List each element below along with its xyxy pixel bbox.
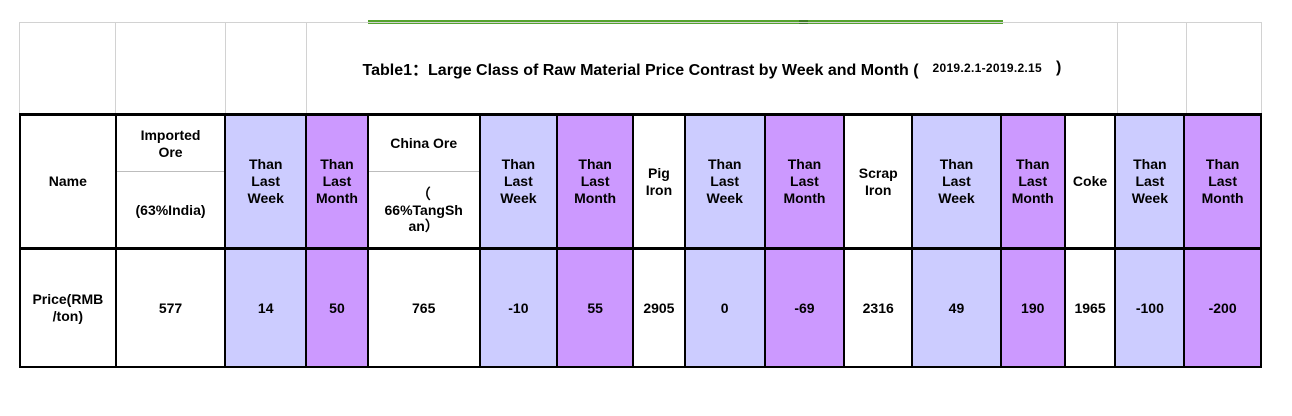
than-last-month-label: Than Last Month: [783, 156, 826, 206]
raw-material-price-table: Table1：Large Class of Raw Material Price…: [19, 22, 1262, 368]
price-row: Price(RMB /ton) 577 14 50 765 -10 55 290…: [19, 250, 1262, 368]
header-imported-ore-label: Imported Ore: [116, 116, 225, 172]
cell-scrap-iron-month-change[interactable]: 190: [1001, 250, 1066, 366]
empty-grid-cell[interactable]: [1187, 23, 1262, 113]
header-scrap-iron-than-last-month[interactable]: Than Last Month: [1001, 116, 1066, 247]
coke-label: Coke: [1072, 173, 1108, 189]
than-last-week-label: Than Last Week: [1131, 156, 1169, 206]
header-coke-than-last-week[interactable]: Than Last Week: [1116, 116, 1186, 247]
title-row: Table1：Large Class of Raw Material Price…: [19, 22, 1262, 113]
value-text: 190: [1021, 299, 1045, 316]
row-label-cell[interactable]: Price(RMB /ton): [21, 250, 117, 366]
value-text: 2316: [862, 299, 894, 316]
cell-scrap-iron-week-change[interactable]: 49: [913, 250, 1002, 366]
table-title-date-range: 2019.2.1-2019.2.15: [932, 61, 1043, 75]
than-last-week-label: Than Last Week: [706, 156, 743, 206]
than-last-month-label: Than Last Month: [1011, 156, 1054, 206]
value-text: 50: [329, 299, 345, 316]
value-text: 0: [720, 299, 729, 316]
header-name[interactable]: Name: [21, 116, 117, 247]
value-text: 14: [257, 299, 274, 316]
table-title: Table1：Large Class of Raw Material Price…: [362, 62, 919, 79]
empty-grid-cell[interactable]: [116, 23, 226, 113]
cell-china-ore-price[interactable]: 765: [368, 250, 481, 366]
header-china-ore-than-last-month[interactable]: Than Last Month: [558, 116, 634, 247]
value-text: 577: [158, 299, 183, 316]
header-china-ore-than-last-week[interactable]: Than Last Week: [480, 116, 559, 247]
than-last-month-label: Than Last Month: [1201, 156, 1244, 206]
header-name-label: Name: [48, 173, 87, 189]
cell-scrap-iron-price[interactable]: 2316: [845, 250, 914, 366]
header-pig-iron-than-last-week[interactable]: Than Last Week: [685, 116, 766, 247]
cell-coke-week-change[interactable]: -100: [1116, 250, 1186, 366]
value-text: 49: [948, 299, 965, 316]
header-scrap-iron-than-last-week[interactable]: Than Last Week: [913, 116, 1002, 247]
header-row: Name Imported Ore (63%India) Than Last W…: [19, 113, 1262, 250]
header-china-ore-label: China Ore: [368, 116, 479, 172]
header-imported-ore-than-last-week[interactable]: Than Last Week: [226, 116, 308, 247]
header-coke-than-last-month[interactable]: Than Last Month: [1185, 116, 1260, 247]
value-text: 765: [412, 299, 436, 316]
cell-imported-ore-price[interactable]: 577: [116, 250, 227, 366]
cell-pig-iron-week-change[interactable]: 0: [685, 250, 766, 366]
than-last-week-label: Than Last Week: [938, 156, 975, 206]
empty-grid-cell[interactable]: [1118, 23, 1188, 113]
row-label: Price(RMB /ton): [32, 291, 104, 324]
cell-imported-ore-week-change[interactable]: 14: [226, 250, 308, 366]
than-last-week-label: Than Last Week: [500, 156, 537, 206]
header-china-ore-sublabel: （ 66%TangSh an）: [384, 185, 463, 234]
cell-coke-price[interactable]: 1965: [1065, 250, 1117, 366]
header-imported-ore-than-last-month[interactable]: Than Last Month: [307, 116, 369, 247]
scrap-iron-label: Scrap Iron: [858, 164, 898, 198]
value-text: -100: [1135, 299, 1164, 316]
value-text: 55: [587, 299, 603, 316]
than-last-month-label: Than Last Month: [315, 156, 358, 206]
header-china-ore[interactable]: China Ore （ 66%TangSh an）: [368, 116, 481, 247]
header-coke[interactable]: Coke: [1065, 116, 1117, 247]
header-imported-ore-sublabel: (63%India): [135, 201, 206, 218]
value-text: -10: [508, 299, 529, 316]
header-pig-iron[interactable]: Pig Iron: [634, 116, 686, 247]
than-last-week-label: Than Last Week: [247, 156, 284, 206]
cell-china-ore-month-change[interactable]: 55: [558, 250, 634, 366]
cell-imported-ore-month-change[interactable]: 50: [307, 250, 369, 366]
table-title-close-paren: ): [1056, 59, 1062, 76]
cell-coke-month-change[interactable]: -200: [1185, 250, 1260, 366]
cell-china-ore-week-change[interactable]: -10: [480, 250, 559, 366]
empty-grid-cell[interactable]: [226, 23, 307, 113]
than-last-month-label: Than Last Month: [574, 156, 617, 206]
cell-pig-iron-month-change[interactable]: -69: [765, 250, 846, 366]
value-text: 1965: [1074, 299, 1106, 316]
empty-grid-cell[interactable]: [20, 23, 116, 113]
value-text: -69: [794, 299, 815, 316]
table-title-cell[interactable]: Table1：Large Class of Raw Material Price…: [307, 23, 1119, 113]
header-pig-iron-than-last-month[interactable]: Than Last Month: [765, 116, 846, 247]
value-text: 2905: [643, 299, 675, 316]
value-text: -200: [1208, 299, 1237, 316]
header-imported-ore[interactable]: Imported Ore (63%India): [116, 116, 227, 247]
pig-iron-label: Pig Iron: [645, 164, 673, 198]
header-scrap-iron[interactable]: Scrap Iron: [845, 116, 914, 247]
cell-pig-iron-price[interactable]: 2905: [634, 250, 686, 366]
